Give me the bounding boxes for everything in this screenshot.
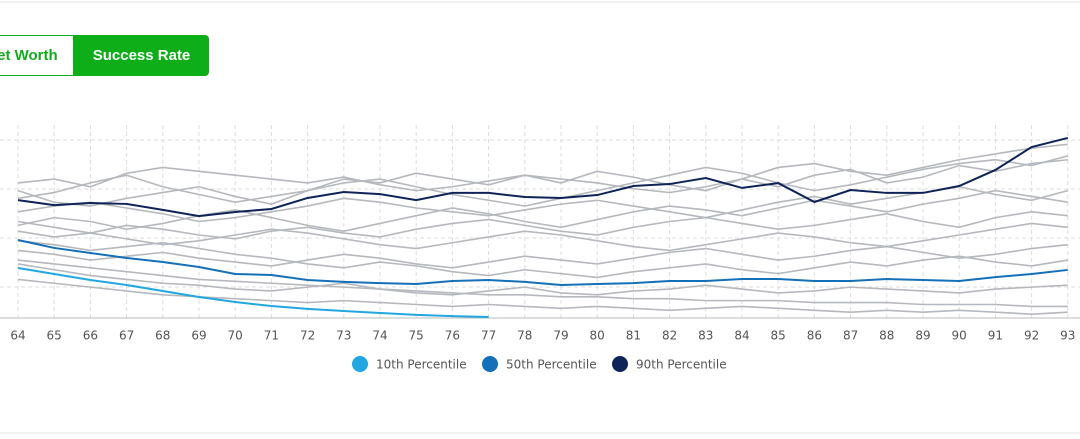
x-tick-label: 80 bbox=[590, 329, 605, 343]
x-tick-label: 85 bbox=[771, 329, 786, 343]
x-tick-label: 65 bbox=[47, 329, 62, 343]
simulation-line bbox=[17, 220, 1068, 252]
simulation-line bbox=[17, 240, 1068, 279]
x-tick-label: 67 bbox=[119, 329, 134, 343]
x-tick-label: 93 bbox=[1060, 329, 1075, 343]
net-worth-tab[interactable]: Net Worth bbox=[0, 35, 74, 76]
x-tick-label: 75 bbox=[409, 329, 424, 343]
simulation-line bbox=[17, 158, 1068, 207]
x-tick-label: 84 bbox=[734, 329, 749, 343]
x-tick-label: 91 bbox=[988, 329, 1003, 343]
x-tick-label: 81 bbox=[626, 329, 641, 343]
x-tick-label: 76 bbox=[445, 329, 460, 343]
x-tick-label: 77 bbox=[481, 329, 496, 343]
legend-label: 10th Percentile bbox=[376, 358, 467, 372]
x-tick-label: 79 bbox=[553, 329, 568, 343]
legend-label: 50th Percentile bbox=[506, 358, 597, 372]
x-tick-label: 88 bbox=[879, 329, 894, 343]
legend-swatch bbox=[352, 356, 368, 372]
simulation-line bbox=[17, 243, 1068, 269]
x-tick-label: 82 bbox=[662, 329, 677, 343]
x-tick-label: 89 bbox=[915, 329, 930, 343]
x-tick-label: 87 bbox=[843, 329, 858, 343]
x-tick-label: 70 bbox=[228, 329, 243, 343]
x-tick-label: 74 bbox=[372, 329, 387, 343]
x-tick-label: 68 bbox=[155, 329, 170, 343]
x-tick-label: 66 bbox=[83, 329, 98, 343]
percentile-line bbox=[17, 239, 1068, 286]
x-tick-label: 73 bbox=[336, 329, 351, 343]
percentile-line bbox=[17, 267, 489, 319]
simulation-line bbox=[17, 263, 1068, 296]
simulation-line bbox=[17, 143, 1068, 194]
simulation-line bbox=[17, 185, 1069, 223]
simulation-line bbox=[17, 189, 1068, 232]
percentile-line bbox=[17, 136, 1069, 218]
x-tick-label: 86 bbox=[807, 329, 822, 343]
x-tick-label: 78 bbox=[517, 329, 532, 343]
simulation-line bbox=[17, 259, 1068, 308]
legend-label: 90th Percentile bbox=[636, 358, 727, 372]
x-tick-label: 92 bbox=[1024, 329, 1039, 343]
x-tick-label: 90 bbox=[952, 329, 967, 343]
legend-swatch bbox=[612, 356, 628, 372]
simulation-line bbox=[17, 155, 1069, 207]
simulation-line bbox=[17, 211, 1068, 240]
x-tick-label: 71 bbox=[264, 329, 279, 343]
legend-swatch bbox=[482, 356, 498, 372]
x-tick-label: 64 bbox=[10, 329, 25, 343]
x-tick-label: 83 bbox=[698, 329, 713, 343]
x-tick-label: 69 bbox=[191, 329, 206, 343]
success-rate-tab[interactable]: Success Rate bbox=[74, 35, 209, 76]
x-tick-label: 72 bbox=[300, 329, 315, 343]
